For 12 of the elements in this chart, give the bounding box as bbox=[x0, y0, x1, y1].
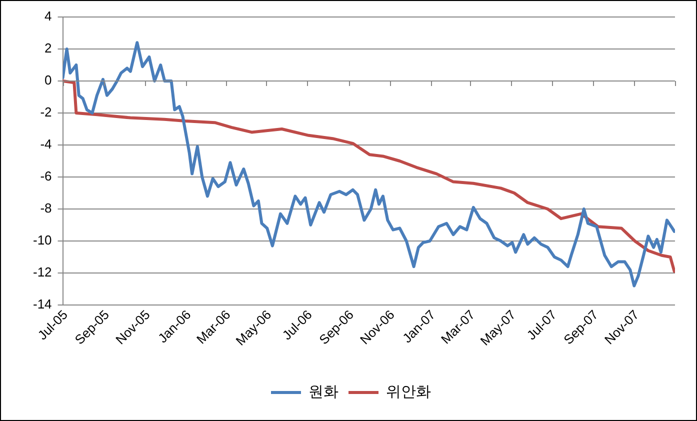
y-tick-label: 0 bbox=[44, 72, 52, 88]
y-tick-label: -12 bbox=[32, 264, 52, 280]
y-tick-label: -14 bbox=[32, 296, 52, 312]
legend-label: 위안화 bbox=[386, 384, 431, 401]
y-tick-label: -4 bbox=[40, 136, 52, 152]
legend-label: 원화 bbox=[308, 384, 338, 401]
y-tick-label: -10 bbox=[32, 232, 52, 248]
y-tick-label: -6 bbox=[40, 168, 52, 184]
y-tick-label: -8 bbox=[40, 200, 52, 216]
y-tick-label: -2 bbox=[40, 104, 52, 120]
y-tick-label: 2 bbox=[44, 40, 52, 56]
y-tick-label: 4 bbox=[44, 8, 52, 24]
